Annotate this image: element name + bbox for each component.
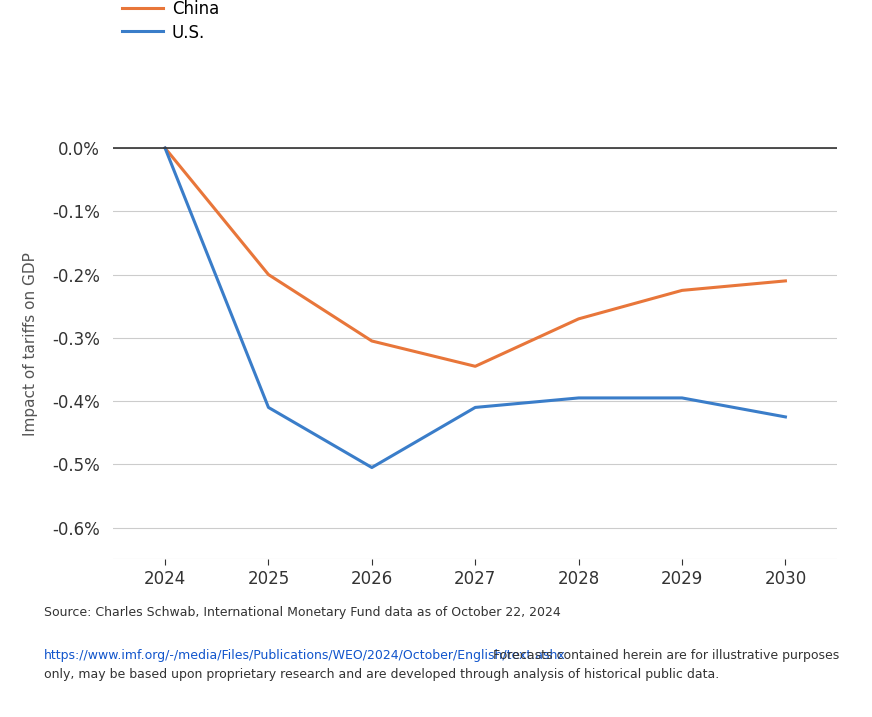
China xyxy=(366,337,377,346)
Text: only, may be based upon proprietary research and are developed through analysis : only, may be based upon proprietary rese… xyxy=(44,668,719,681)
Line: U.S.: U.S. xyxy=(165,148,786,467)
Text: Forecasts contained herein are for illustrative purposes: Forecasts contained herein are for illus… xyxy=(489,649,840,662)
China xyxy=(677,286,687,295)
U.S. xyxy=(574,394,584,402)
U.S. xyxy=(470,403,480,412)
China xyxy=(263,270,274,279)
U.S. xyxy=(160,143,170,152)
Text: Source: Charles Schwab, International Monetary Fund data as of October 22, 2024: Source: Charles Schwab, International Mo… xyxy=(44,606,561,619)
Y-axis label: Impact of tariffs on GDP: Impact of tariffs on GDP xyxy=(24,252,38,436)
U.S. xyxy=(366,463,377,472)
Line: China: China xyxy=(165,148,786,366)
China xyxy=(780,277,791,285)
China xyxy=(574,315,584,323)
U.S. xyxy=(263,403,274,412)
U.S. xyxy=(677,394,687,402)
China xyxy=(160,143,170,152)
Legend: China, U.S.: China, U.S. xyxy=(122,0,219,42)
U.S. xyxy=(780,412,791,421)
China xyxy=(470,362,480,371)
Text: https://www.imf.org/-/media/Files/Publications/WEO/2024/October/English/text.ash: https://www.imf.org/-/media/Files/Public… xyxy=(44,649,565,662)
